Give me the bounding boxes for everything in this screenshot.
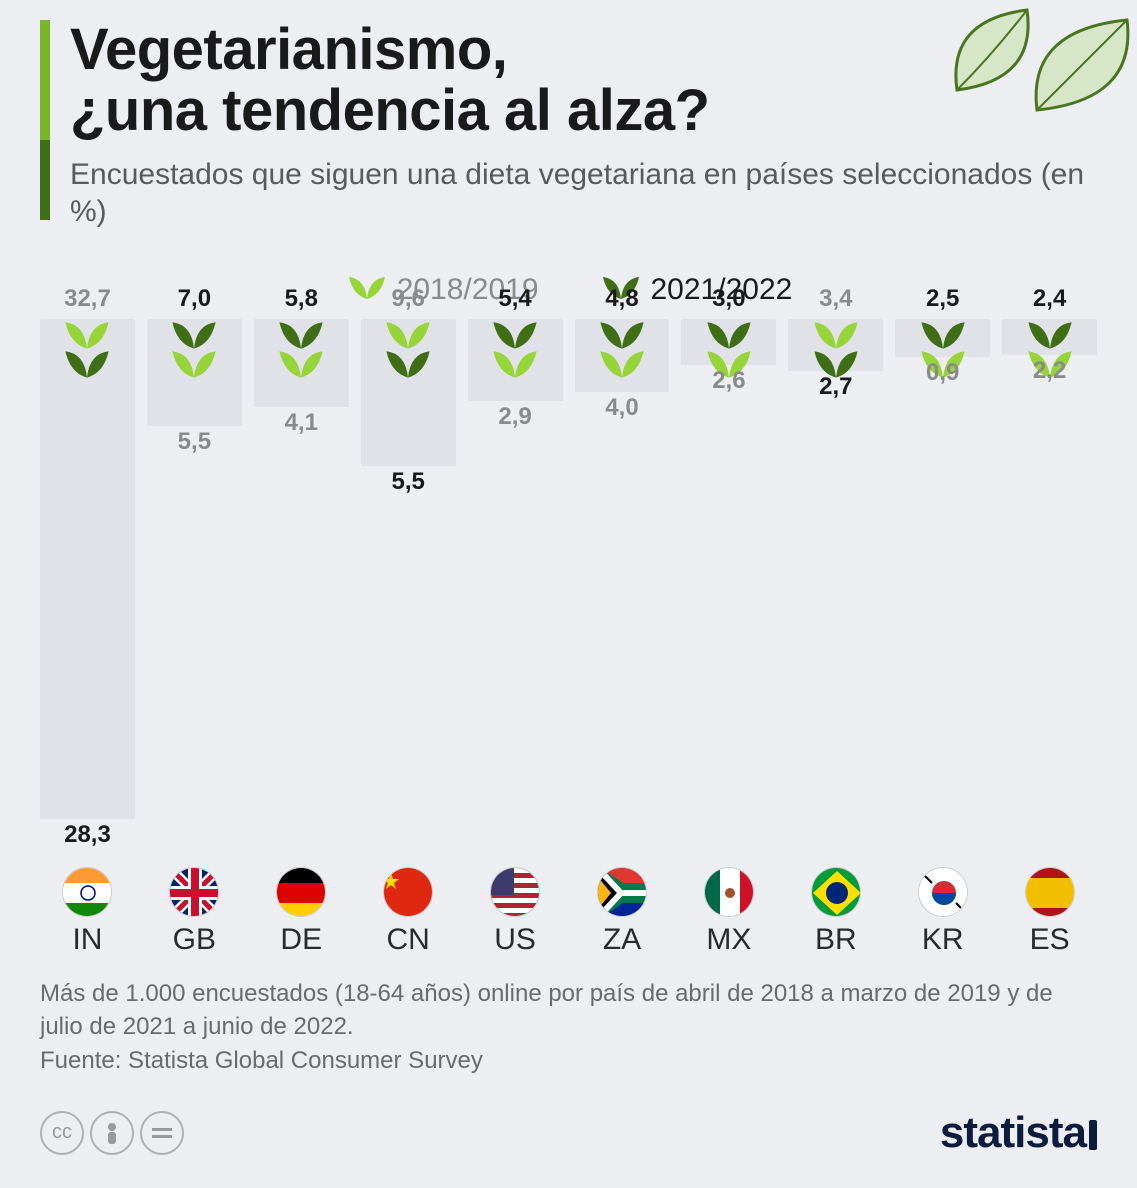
flag-icon (704, 867, 754, 917)
country-code: KR (922, 923, 964, 957)
value-label: 5,8 (285, 285, 318, 313)
bar: 5,4 2,9 (468, 319, 563, 402)
chart-column: 7,0 5,5 (147, 319, 242, 859)
license-icons: cc (40, 1111, 184, 1155)
value-label: 5,5 (391, 468, 424, 496)
flag-icon (597, 867, 647, 917)
leaf-marker-icon (274, 344, 328, 385)
leaf-marker-icon (381, 344, 435, 385)
country-axis: IN GB DE CN US ZA MX BR (40, 867, 1097, 957)
chart-column: 3,0 2,6 (681, 319, 776, 859)
country-cell: ES (1002, 867, 1097, 957)
chart-column: 32,7 28,3 (40, 319, 135, 859)
accent-bar (40, 20, 50, 220)
leaf-marker-icon (595, 344, 649, 385)
value-label: 4,8 (605, 285, 638, 313)
value-label: 2,9 (498, 403, 531, 431)
flag-icon (383, 867, 433, 917)
country-code: CN (387, 923, 430, 957)
footnote: Más de 1.000 encuestados (18-64 años) on… (40, 977, 1097, 1078)
flag-icon (918, 867, 968, 917)
country-code: BR (815, 923, 857, 957)
flag-icon (490, 867, 540, 917)
chart-column: 4,8 4,0 (575, 319, 670, 859)
country-cell: KR (895, 867, 990, 957)
country-code: ES (1030, 923, 1070, 957)
chart-column: 5,8 4,1 (254, 319, 349, 859)
value-label: 2,4 (1033, 285, 1066, 313)
leaf-icon (345, 271, 389, 309)
cc-nd-icon (140, 1111, 184, 1155)
bar: 7,0 5,5 (147, 319, 242, 426)
bar: 2,5 0,9 (895, 319, 990, 357)
country-code: GB (173, 923, 216, 957)
value-label: 0,9 (926, 359, 959, 387)
flag-icon (1025, 867, 1075, 917)
chart-column: 2,5 0,9 (895, 319, 990, 859)
value-label: 5,4 (498, 285, 531, 313)
chart-column: 5,4 2,9 (468, 319, 563, 859)
value-label: 9,6 (391, 285, 424, 313)
country-code: IN (72, 923, 102, 957)
footer: cc statista (40, 1108, 1097, 1158)
cc-by-icon (90, 1111, 134, 1155)
value-label: 2,7 (819, 373, 852, 401)
country-cell: ZA (575, 867, 670, 957)
bar: 4,8 4,0 (575, 319, 670, 392)
country-cell: GB (147, 867, 242, 957)
decorative-leaves-icon (897, 0, 1137, 170)
country-cell: DE (254, 867, 349, 957)
bar: 32,7 28,3 (40, 319, 135, 819)
value-label: 5,5 (178, 428, 211, 456)
bar: 3,0 2,6 (681, 319, 776, 365)
bar-chart: 32,7 28,3 7,0 5,5 5,8 4,1 (40, 319, 1097, 859)
bar: 5,8 4,1 (254, 319, 349, 408)
country-code: US (494, 923, 536, 957)
country-cell: BR (788, 867, 883, 957)
bar: 3,4 2,7 (788, 319, 883, 371)
value-label: 2,5 (926, 285, 959, 313)
leaf-marker-icon (60, 344, 114, 385)
flag-icon (276, 867, 326, 917)
country-code: MX (706, 923, 751, 957)
value-label: 2,2 (1033, 357, 1066, 385)
value-label: 3,4 (819, 285, 852, 313)
leaf-marker-icon (488, 344, 542, 385)
value-label: 2,6 (712, 367, 745, 395)
value-label: 32,7 (64, 285, 111, 313)
country-cell: IN (40, 867, 135, 957)
chart-column: 3,4 2,7 (788, 319, 883, 859)
value-label: 4,0 (605, 394, 638, 422)
value-label: 7,0 (178, 285, 211, 313)
leaf-marker-icon (167, 344, 221, 385)
country-cell: CN (361, 867, 456, 957)
country-cell: US (468, 867, 563, 957)
country-cell: MX (681, 867, 776, 957)
brand-logo: statista (940, 1108, 1097, 1158)
bar: 9,6 5,5 (361, 319, 456, 466)
flag-icon (62, 867, 112, 917)
bar: 2,4 2,2 (1002, 319, 1097, 356)
value-label: 3,0 (712, 285, 745, 313)
flag-icon (169, 867, 219, 917)
chart-column: 2,4 2,2 (1002, 319, 1097, 859)
value-label: 4,1 (285, 409, 318, 437)
value-label: 28,3 (64, 821, 111, 849)
cc-icon: cc (40, 1111, 84, 1155)
chart-column: 9,6 5,5 (361, 319, 456, 859)
flag-icon (811, 867, 861, 917)
country-code: DE (280, 923, 322, 957)
country-code: ZA (603, 923, 641, 957)
